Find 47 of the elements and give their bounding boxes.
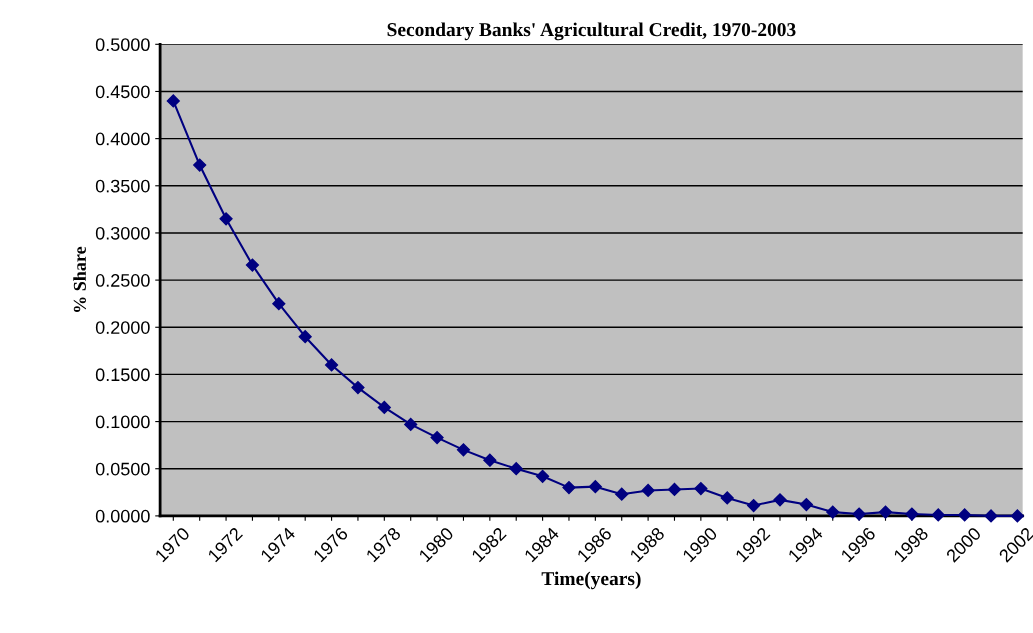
x-axis-title: Time(years) [541, 571, 641, 590]
point [826, 505, 840, 519]
y-tick-label: 0.4500 [95, 85, 150, 99]
point [984, 509, 998, 523]
point [324, 358, 339, 372]
y-axis-title: % Share [73, 246, 87, 312]
point [245, 258, 260, 272]
point [536, 469, 550, 483]
y-tick-label: 0.3000 [95, 226, 150, 240]
point [456, 443, 471, 457]
point [1010, 509, 1024, 523]
point [720, 491, 734, 505]
point [166, 94, 180, 108]
point [747, 498, 761, 513]
point [694, 481, 708, 496]
y-tick-label: 0.1500 [95, 368, 150, 382]
y-tick-label: 0.1000 [95, 415, 150, 429]
point [799, 497, 813, 512]
point [878, 505, 893, 519]
y-tick-label: 0.0500 [95, 462, 150, 476]
y-tick-label: 0.5000 [95, 38, 150, 52]
point [667, 482, 682, 497]
point [430, 431, 444, 445]
point [351, 381, 365, 395]
point [958, 508, 972, 522]
point [588, 480, 602, 494]
point [852, 507, 866, 521]
point [298, 330, 312, 344]
point [219, 212, 233, 226]
point [509, 462, 523, 476]
point [931, 508, 945, 522]
point [483, 453, 497, 467]
point [377, 400, 391, 415]
point [773, 493, 787, 507]
y-tick-label: 0.2500 [95, 274, 150, 287]
y-tick-label: 0.3500 [95, 179, 150, 193]
y-tick-label: 0.4000 [95, 132, 150, 146]
point [404, 417, 418, 431]
point [193, 158, 207, 172]
point [562, 481, 576, 495]
point [641, 483, 655, 498]
point [615, 487, 629, 501]
chart-title: Secondary Banks' Agricultural Credit, 1970-2003 [387, 22, 796, 41]
y-tick-label: 0.2000 [95, 321, 150, 334]
y-tick-label: 0.0000 [95, 509, 150, 523]
point [272, 297, 286, 311]
point [905, 507, 919, 521]
